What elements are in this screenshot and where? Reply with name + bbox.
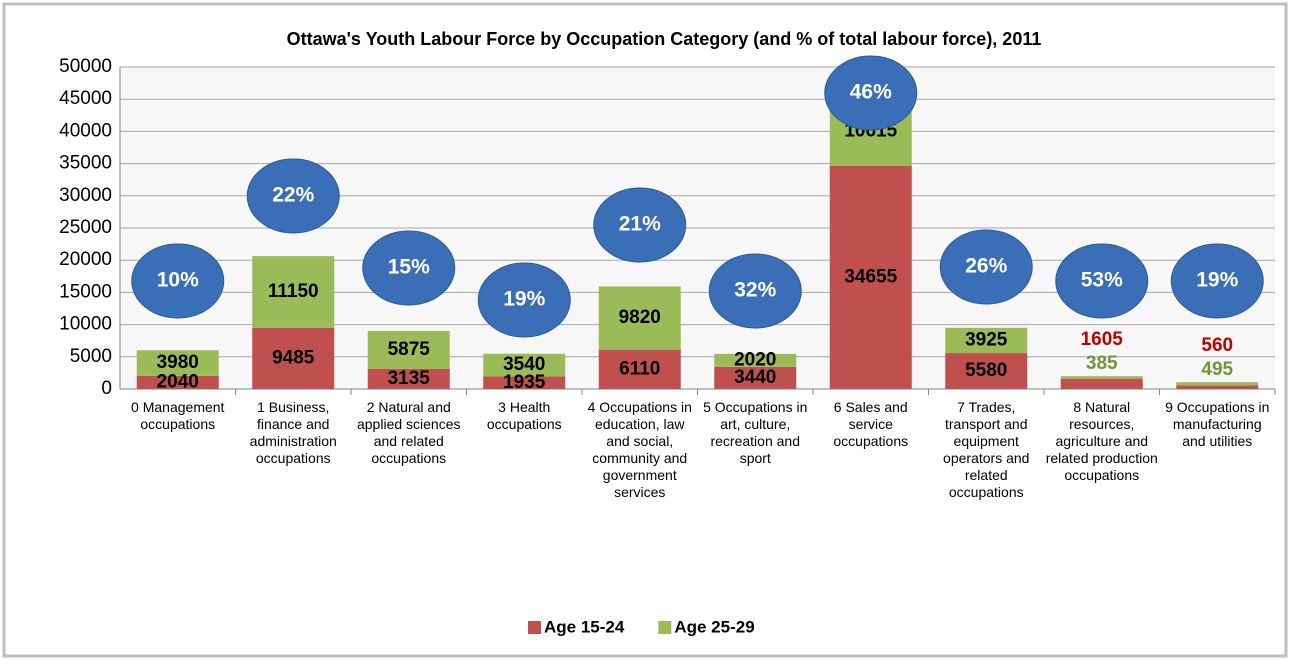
y-tick-label: 45000 [59,88,112,109]
data-label: 3540 [503,354,545,375]
data-label: 11150 [268,281,319,302]
data-label: 385 [1086,353,1118,374]
share-bubble [939,229,1033,305]
bar-segment [252,256,335,328]
share-bubble [1055,243,1149,319]
data-label: 9820 [619,307,661,328]
bar-segment [367,368,450,389]
x-tick-label: 8 Natural resources, agriculture and rel… [1045,399,1158,483]
y-tick-label: 40000 [59,120,112,141]
bar-segment [598,286,681,350]
data-label: 34655 [844,266,897,287]
y-tick-label: 5000 [70,346,112,367]
y-tick-label: 10000 [59,314,112,335]
bar-segment [367,330,450,369]
share-label: 22% [272,184,314,207]
share-bubble [131,243,225,319]
share-bubble [362,230,456,306]
legend-swatch [658,621,672,634]
data-label: 3980 [157,352,199,373]
x-tick-label: 9 Occupations in manufacturing and utili… [1165,399,1270,449]
data-label: 3925 [965,329,1008,350]
y-tick-label: 15000 [59,281,112,302]
x-tick-label: 2 Natural and applied sciences and relat… [356,399,461,466]
bar-segment [1176,385,1259,389]
legend-label: Age 25-29 [674,617,754,636]
bar-segment [1176,382,1259,386]
share-bubble [1170,243,1264,319]
bar-segment [1060,378,1143,389]
share-bubble [477,262,571,338]
x-tick-label: 1 Business, finance and administration o… [249,399,337,466]
share-label: 15% [388,256,430,279]
x-tick-label: 4 Occupations in education, law and soci… [587,399,692,500]
share-label: 26% [965,255,1007,278]
share-bubble [593,187,687,263]
bar-segment [945,327,1028,354]
share-bubble [246,158,340,234]
y-tick-label: 25000 [59,217,112,238]
data-label: 6110 [619,358,660,379]
x-tick-label: 5 Occupations in art, culture, recreatio… [703,399,808,466]
bar-segment [1060,376,1143,379]
y-tick-label: 0 [101,378,112,399]
bar-segment [714,366,797,389]
data-label: 3440 [734,367,776,388]
bar-segment [136,350,219,376]
share-bubble [824,55,918,131]
legend-swatch [528,621,541,634]
bar-segment [829,165,912,389]
y-tick-label: 30000 [59,185,112,206]
share-label: 21% [619,213,661,236]
legend-label: Age 15-24 [544,617,625,636]
data-label: 5875 [388,339,431,360]
y-tick-label: 20000 [59,249,112,270]
data-label: 9485 [272,347,315,368]
data-label: 560 [1201,335,1233,356]
x-tick-label: 7 Trades, transport and equipment operat… [943,399,1030,500]
bar-segment [483,353,566,377]
bar-segment [136,375,219,389]
share-label: 19% [503,288,545,311]
share-label: 10% [157,269,199,292]
share-label: 46% [850,81,892,104]
chart-title: Ottawa's Youth Labour Force by Occupatio… [287,29,1042,49]
x-tick-label: 3 Health occupations [486,399,562,432]
x-tick-label: 0 Management occupations [131,399,225,432]
bar-segment [252,327,335,389]
share-label: 32% [734,279,776,302]
bar-segment [598,349,681,389]
bar-segment [714,353,797,367]
y-tick-label: 50000 [59,56,112,77]
data-label: 5580 [965,360,1007,381]
data-label: 495 [1201,359,1233,380]
data-label: 1605 [1081,329,1124,350]
data-label: 2040 [157,371,199,392]
share-bubble [708,253,802,329]
data-label: 3135 [388,368,431,389]
data-label: 2020 [734,349,776,370]
y-tick-label: 35000 [59,153,112,174]
bar-segment [483,376,566,389]
x-tick-label: 6 Sales and service occupations [833,399,909,449]
data-label: 1935 [503,372,546,393]
share-label: 19% [1196,269,1238,292]
bar-segment [945,353,1028,389]
share-label: 53% [1081,269,1123,292]
